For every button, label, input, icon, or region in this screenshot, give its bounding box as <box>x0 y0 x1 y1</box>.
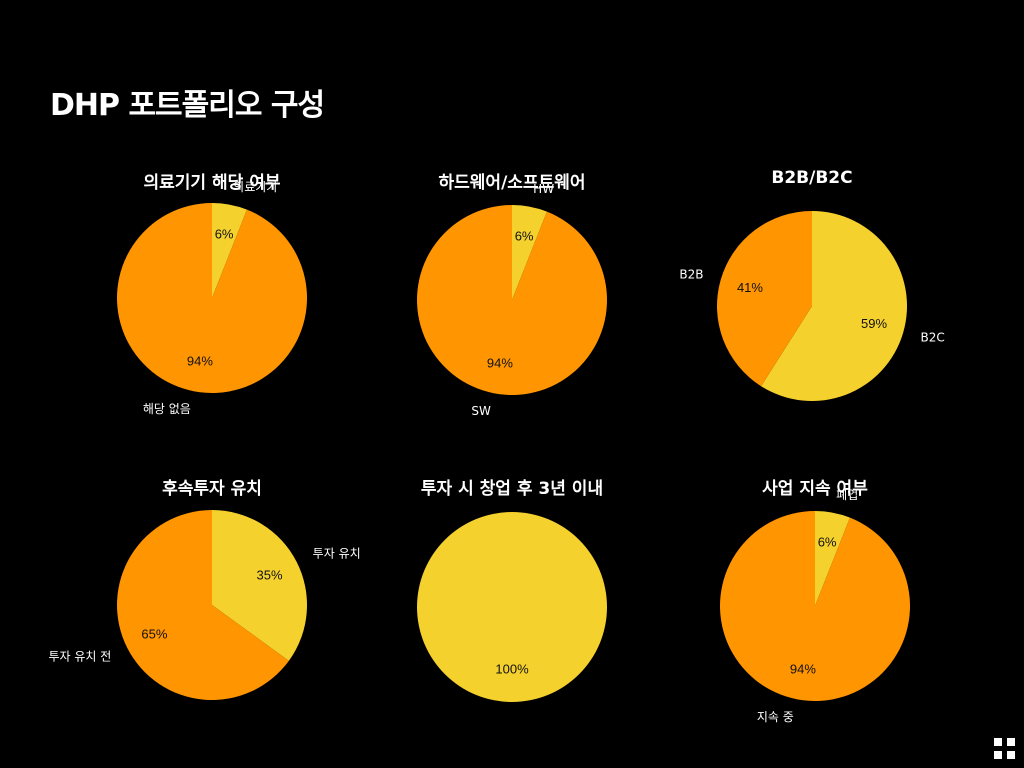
pie-slice <box>815 511 850 606</box>
slice-category-label: B2C <box>921 331 945 345</box>
pie-slice <box>212 510 307 661</box>
slice-category-label: 지속 중 <box>757 710 794 724</box>
slice-percent-label: 100% <box>495 662 529 677</box>
slice-percent-label: 94% <box>790 661 816 676</box>
pie-slice <box>512 205 547 300</box>
slice-category-label: 의료기기 <box>233 180 277 194</box>
slice-category-label: 투자 유치 <box>313 547 361 561</box>
pie-chart: 59% B2C 41% B2B <box>679 211 945 401</box>
pie-chart: 6% 폐업 94% 지속 중 <box>720 488 910 724</box>
pie-slice <box>761 211 907 401</box>
pie-slice <box>117 203 307 393</box>
slice-category-label: SW <box>471 404 491 418</box>
slice-percent-label: 41% <box>737 280 763 295</box>
slice-percent-label: 35% <box>257 568 283 583</box>
slice-category-label: 해당 없음 <box>143 402 191 416</box>
chart-title: 의료기기 해당 여부 <box>143 173 281 193</box>
slice-percent-label: 6% <box>515 229 534 244</box>
grid-icon[interactable] <box>994 738 1016 760</box>
chart-title: B2B/B2C <box>771 168 853 188</box>
pie-slice <box>717 211 812 387</box>
chart-title: 투자 시 창업 후 3년 이내 <box>420 479 604 499</box>
slice-category-label: B2B <box>679 267 703 281</box>
chart-title: 하드웨어/소프트웨어 <box>438 173 586 193</box>
pie-slice <box>720 511 910 701</box>
pie-slice <box>417 205 607 395</box>
slice-category-label: 투자 유치 전 <box>48 649 111 663</box>
slice-percent-label: 59% <box>861 316 887 331</box>
pie-chart: 6% HW 94% SW <box>417 182 607 418</box>
pie-slice <box>417 512 607 702</box>
pie-chart: 35% 투자 유치 65% 투자 유치 전 <box>48 510 361 700</box>
slice-category-label: HW <box>533 182 554 196</box>
slice-percent-label: 65% <box>141 626 167 641</box>
chart-title: 후속투자 유치 <box>162 479 262 499</box>
chart-title: 사업 지속 여부 <box>762 479 868 499</box>
slice-category-label: 폐업 <box>836 488 858 502</box>
slice-percent-label: 94% <box>487 355 513 370</box>
pie-slice <box>117 510 289 700</box>
page-title: DHP 포트폴리오 구성 <box>50 88 325 123</box>
pie-slice <box>212 203 247 298</box>
slice-percent-label: 6% <box>215 227 234 242</box>
slice-percent-label: 94% <box>187 353 213 368</box>
pie-chart: 6% 의료기기 94% 해당 없음 <box>117 180 307 416</box>
pie-chart: 100% <box>417 512 607 702</box>
slice-percent-label: 6% <box>818 535 837 550</box>
